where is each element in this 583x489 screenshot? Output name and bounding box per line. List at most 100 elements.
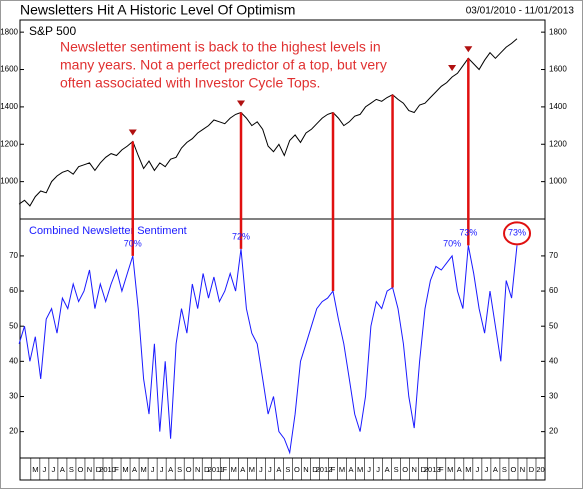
panel-title: Combined Newsletter Sentiment	[29, 225, 187, 237]
x-tick-label: 2010	[99, 465, 116, 474]
peak-marker	[448, 64, 457, 71]
x-tick-label: A	[349, 465, 354, 474]
y-tick-label: 50	[549, 321, 558, 330]
y-tick-label: 40	[549, 356, 558, 365]
y-tick-label: 1400	[549, 102, 567, 111]
y-tick-label: 1000	[0, 177, 18, 186]
y-tick-label: 1800	[0, 27, 18, 36]
chart-title: Newsletters Hit A Historic Level Of Opti…	[20, 2, 295, 18]
x-tick-label: A	[385, 465, 390, 474]
x-tick-label: O	[511, 465, 517, 474]
x-tick-label: S	[502, 465, 507, 474]
x-tick-label: D	[529, 465, 535, 474]
x-tick-label: M	[249, 465, 255, 474]
x-tick-label: S	[285, 465, 290, 474]
x-tick-label: N	[87, 465, 92, 474]
x-tick-label: F	[331, 465, 336, 474]
x-tick-label: J	[42, 465, 46, 474]
x-tick-label: 20	[536, 465, 544, 474]
annotation-text: many years. Not a perfect predictor of a…	[60, 57, 387, 73]
y-tick-label: 70	[549, 251, 558, 260]
y-tick-label: 1600	[549, 65, 567, 74]
y-tick-label: 50	[9, 321, 18, 330]
x-tick-label: O	[186, 465, 192, 474]
y-tick-label: 40	[9, 356, 18, 365]
x-tick-label: J	[376, 465, 380, 474]
x-tick-label: N	[520, 465, 525, 474]
x-tick-label: A	[240, 465, 245, 474]
y-tick-label: 20	[9, 427, 18, 436]
y-tick-label: 1200	[549, 139, 567, 148]
point-label: 70%	[124, 238, 142, 248]
point-label: 73%	[459, 228, 477, 238]
date-range: 03/01/2010 - 11/01/2013	[466, 6, 575, 17]
peak-marker	[237, 100, 246, 107]
x-tick-label: O	[294, 465, 300, 474]
x-tick-label: D	[421, 465, 427, 474]
x-tick-label: 2011	[208, 465, 224, 474]
peak-marker	[128, 129, 137, 136]
annotation-text: often associated with Investor Cycle Top…	[60, 75, 320, 91]
x-tick-label: N	[411, 465, 416, 474]
x-tick-label: J	[160, 465, 164, 474]
x-tick-label: M	[465, 465, 471, 474]
y-tick-label: 30	[9, 392, 18, 401]
y-tick-label: 1200	[0, 139, 18, 148]
point-label: 72%	[232, 231, 250, 241]
y-tick-label: 1400	[0, 102, 18, 111]
x-tick-label: A	[457, 465, 462, 474]
x-tick-label: O	[78, 465, 84, 474]
y-tick-label: 1000	[549, 177, 567, 186]
x-tick-label: A	[276, 465, 281, 474]
x-tick-label: M	[339, 465, 345, 474]
y-tick-label: 1800	[549, 27, 567, 36]
x-tick-label: S	[177, 465, 182, 474]
x-tick-label: D	[204, 465, 210, 474]
y-tick-label: 70	[9, 251, 18, 260]
panel-title: S&P 500	[29, 24, 76, 38]
y-tick-label: 20	[549, 427, 558, 436]
highlight-circle	[503, 221, 532, 246]
x-tick-label: A	[168, 465, 173, 474]
x-tick-label: N	[195, 465, 200, 474]
annotation-text: Newsletter sentiment is back to the high…	[60, 39, 381, 55]
y-tick-label: 60	[549, 286, 558, 295]
peak-marker	[464, 46, 473, 53]
x-axis-band	[19, 457, 546, 481]
x-tick-label: D	[96, 465, 102, 474]
x-tick-label: A	[132, 465, 137, 474]
x-tick-label: J	[52, 465, 56, 474]
x-tick-label: J	[484, 465, 488, 474]
x-tick-label: S	[69, 465, 74, 474]
x-tick-label: D	[312, 465, 318, 474]
x-tick-label: A	[493, 465, 498, 474]
x-tick-label: J	[151, 465, 155, 474]
x-tick-label: J	[268, 465, 272, 474]
x-tick-label: J	[475, 465, 479, 474]
x-tick-label: M	[140, 465, 146, 474]
x-tick-label: M	[32, 465, 38, 474]
x-tick-label: S	[394, 465, 399, 474]
x-tick-label: O	[402, 465, 408, 474]
x-tick-label: J	[259, 465, 263, 474]
x-tick-label: 2013	[424, 465, 441, 474]
x-tick-label: F	[222, 465, 227, 474]
series-line	[18, 245, 518, 455]
x-tick-label: M	[447, 465, 453, 474]
x-tick-label: M	[231, 465, 237, 474]
x-tick-label: M	[122, 465, 128, 474]
point-label: 73%	[508, 228, 526, 238]
x-tick-label: F	[114, 465, 119, 474]
x-tick-label: M	[357, 465, 363, 474]
x-tick-label: 2012	[316, 465, 333, 474]
y-tick-label: 1600	[0, 65, 18, 74]
series-line	[18, 38, 518, 207]
point-label: 70%	[443, 238, 461, 248]
y-tick-label: 30	[549, 392, 558, 401]
x-tick-label: A	[60, 465, 65, 474]
x-tick-label: J	[367, 465, 371, 474]
x-tick-label: F	[439, 465, 444, 474]
x-tick-label: N	[303, 465, 308, 474]
